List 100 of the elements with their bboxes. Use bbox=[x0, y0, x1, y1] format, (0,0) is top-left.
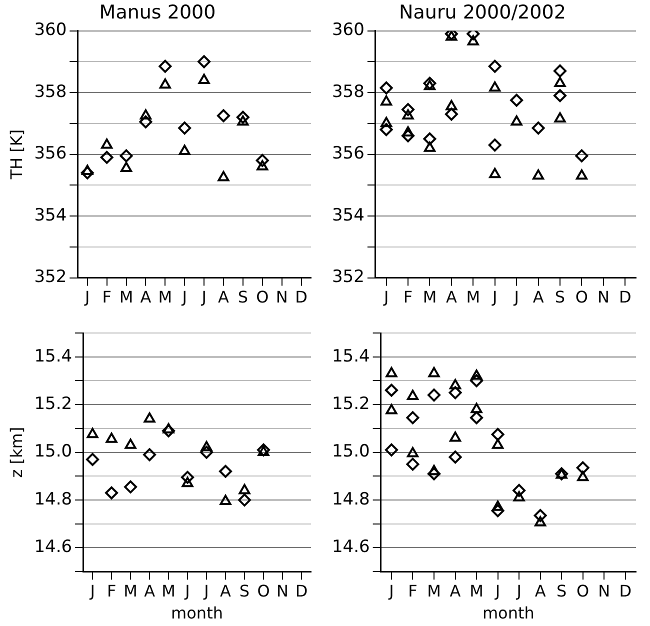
point bbox=[105, 486, 118, 500]
x-tick-label: M bbox=[422, 288, 437, 307]
point bbox=[386, 367, 398, 378]
point bbox=[384, 384, 398, 397]
point bbox=[488, 60, 502, 73]
y-tick-label: 15.4 bbox=[34, 346, 72, 366]
point bbox=[428, 464, 440, 476]
x-tick-label: A bbox=[532, 288, 544, 307]
point bbox=[428, 467, 441, 480]
point bbox=[101, 138, 113, 149]
point bbox=[444, 108, 458, 121]
point bbox=[178, 144, 190, 155]
point bbox=[467, 35, 479, 46]
y-tick-label: 15.2 bbox=[332, 394, 370, 414]
y-tick-label: 14.6 bbox=[34, 537, 72, 558]
point bbox=[491, 504, 504, 518]
point bbox=[238, 494, 252, 507]
point bbox=[198, 74, 210, 84]
chart-title: Manus 2000 bbox=[99, 1, 216, 24]
x-tick-label: N bbox=[598, 581, 610, 600]
x-tick-label: D bbox=[619, 581, 632, 600]
point bbox=[219, 464, 232, 478]
y-tick-label: 352 bbox=[332, 267, 364, 288]
x-axis-title: month bbox=[171, 604, 223, 623]
point bbox=[470, 369, 482, 380]
point bbox=[144, 412, 156, 423]
y-tick-label: 354 bbox=[332, 205, 364, 226]
point bbox=[492, 438, 504, 449]
x-tick-label: O bbox=[575, 288, 588, 307]
x-tick-label: S bbox=[238, 288, 248, 307]
point bbox=[489, 81, 501, 92]
x-tick-label: N bbox=[276, 581, 288, 600]
point bbox=[257, 443, 270, 456]
y-tick-label: 356 bbox=[34, 144, 67, 164]
point bbox=[402, 109, 414, 120]
x-tick-label: A bbox=[140, 288, 152, 307]
point bbox=[120, 149, 133, 162]
point bbox=[182, 476, 194, 488]
y-tick-label: 14.8 bbox=[332, 489, 370, 510]
point bbox=[532, 169, 544, 180]
x-tick-label: S bbox=[554, 288, 566, 307]
point bbox=[124, 438, 136, 449]
x-tick-label: S bbox=[556, 581, 567, 600]
x-tick-label: M bbox=[470, 581, 484, 600]
x-tick-label: D bbox=[618, 288, 632, 307]
point bbox=[428, 367, 440, 378]
point bbox=[512, 484, 526, 497]
text: 15.0 bbox=[34, 442, 72, 462]
point bbox=[532, 122, 545, 135]
x-tick-label: O bbox=[576, 581, 590, 600]
point bbox=[120, 162, 132, 172]
point bbox=[554, 64, 567, 78]
point bbox=[470, 374, 484, 388]
x-tick-label: O bbox=[257, 581, 270, 600]
point bbox=[256, 160, 268, 170]
y-tick-label: 14.8 bbox=[34, 489, 72, 510]
point bbox=[576, 461, 590, 474]
point bbox=[124, 480, 138, 494]
point bbox=[256, 154, 269, 167]
x-tick-label: D bbox=[295, 581, 308, 600]
y-tick-label: 15.4 bbox=[332, 346, 370, 366]
point bbox=[446, 100, 458, 110]
x-tick-label: J bbox=[516, 581, 522, 600]
y-tick-label: 358 bbox=[332, 82, 364, 102]
x-tick-label: A bbox=[144, 581, 156, 600]
x-axis-title: month bbox=[482, 604, 534, 623]
point bbox=[488, 138, 502, 152]
y-tick-label: 15.2 bbox=[34, 394, 72, 414]
point bbox=[513, 491, 525, 502]
x-tick-label: S bbox=[239, 581, 250, 600]
point bbox=[402, 103, 415, 116]
point bbox=[448, 450, 462, 464]
point bbox=[423, 76, 436, 90]
point bbox=[100, 150, 114, 164]
y-tick-label: 352 bbox=[34, 267, 67, 288]
x-tick-label: N bbox=[597, 288, 610, 307]
x-tick-label: J bbox=[513, 288, 519, 307]
y-tick-label: 358 bbox=[34, 82, 67, 102]
x-tick-label: J bbox=[388, 581, 394, 600]
y-tick-label: 14.6 bbox=[332, 537, 370, 558]
point bbox=[424, 142, 436, 152]
x-tick-label: J bbox=[203, 581, 209, 600]
x-tick-label: F bbox=[106, 581, 116, 600]
point bbox=[258, 446, 270, 456]
x-tick-label: O bbox=[256, 288, 269, 307]
x-tick-label: F bbox=[102, 288, 112, 307]
y-axis-title: z [km] bbox=[6, 426, 26, 478]
point bbox=[576, 169, 588, 180]
point bbox=[200, 441, 212, 452]
x-tick-label: J bbox=[184, 581, 190, 600]
point bbox=[575, 149, 588, 162]
x-tick-label: J bbox=[84, 288, 90, 307]
point bbox=[178, 122, 192, 135]
point bbox=[380, 95, 392, 106]
x-tick-label: A bbox=[534, 581, 546, 600]
point bbox=[86, 428, 98, 438]
point bbox=[554, 76, 566, 88]
point bbox=[200, 446, 214, 459]
point bbox=[450, 378, 462, 390]
point bbox=[428, 388, 441, 402]
